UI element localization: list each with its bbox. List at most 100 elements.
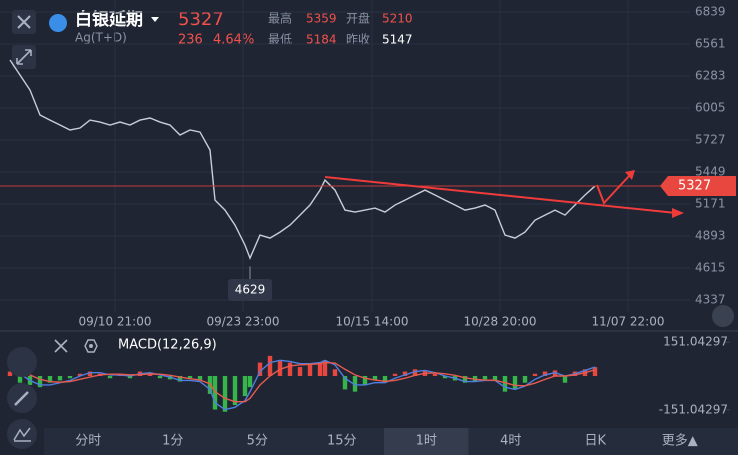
macd-bar (77, 373, 83, 376)
macd-bar (532, 373, 538, 376)
y-tick-label: -151.04297 (659, 402, 728, 416)
tab[interactable]: 15分 (327, 434, 357, 449)
close-icon (17, 15, 31, 29)
macd-bar (317, 362, 323, 376)
macd-bar (287, 362, 293, 376)
low-label: 4629 (235, 283, 266, 297)
scroll-button[interactable] (712, 305, 734, 327)
y-tick-label: 5449 (695, 165, 726, 179)
stat-value: 5359 (306, 12, 337, 26)
macd-bar (432, 373, 438, 376)
macd-bar (87, 371, 93, 376)
last-price-box (660, 176, 736, 197)
macd-bar (157, 376, 163, 379)
x-tick-label: 10/28 20:00 (464, 315, 537, 329)
indicator-title: MACD(12,26,9) (118, 338, 217, 353)
trend-arrow (672, 208, 684, 218)
stat-label: 开盘 (346, 11, 370, 26)
settings-icon[interactable] (84, 339, 98, 353)
x-tick-label: 11/07 22:00 (592, 315, 665, 329)
y-tick-label: 6561 (695, 36, 726, 50)
close-indicator[interactable] (54, 339, 68, 353)
tool-button[interactable] (7, 347, 37, 377)
tab[interactable]: 日K (584, 434, 606, 449)
macd-bar (187, 376, 193, 379)
settings-dot (89, 344, 93, 348)
change-pct: 4.64% (213, 33, 254, 48)
macd-bar (277, 360, 283, 376)
macd-bar (542, 371, 548, 376)
macd-bar (57, 376, 63, 381)
stat-label: 最高 (268, 11, 292, 26)
macd-bar (332, 369, 338, 376)
macd-bar (212, 376, 218, 410)
symbol: Ag(T+D) (75, 31, 127, 45)
macd-bar (307, 364, 313, 376)
low-box (228, 279, 272, 301)
macd-bar (492, 376, 498, 381)
tab[interactable]: 1时 (416, 434, 437, 449)
macd-bar (7, 371, 13, 376)
macd-bar (402, 371, 408, 376)
macd-bar (247, 376, 253, 388)
stat-value: 5147 (382, 33, 413, 47)
y-tick-label: 4893 (695, 229, 726, 243)
stat-value: 5184 (306, 33, 337, 47)
chart-layer: 4337 4615 4893 5171 5449 5727 6005 6283 6561 6839… (0, 0, 736, 416)
macd-bar (392, 373, 398, 376)
last-price-label: 5327 (678, 179, 711, 194)
logo (49, 14, 67, 32)
dropdown-arrow[interactable] (151, 17, 159, 22)
macd-bar (127, 376, 133, 379)
x-tick-label: 09/10 21:00 (79, 315, 152, 329)
macd-bar (37, 376, 43, 388)
change: 236 (178, 33, 203, 48)
trend-arrow (625, 170, 635, 180)
price: 5327 (178, 9, 224, 30)
tab[interactable]: 1分 (162, 434, 183, 449)
macd-bar (512, 376, 518, 390)
macd-bar (412, 369, 418, 376)
stat-value: 5210 (382, 12, 413, 26)
y-tick-label: 5727 (695, 133, 726, 147)
x-tick-label: 10/15 14:00 (336, 315, 409, 329)
stat-label: 最低 (268, 33, 292, 47)
macd-bar (257, 362, 263, 376)
macd-bar (362, 376, 368, 385)
macd-bar (107, 376, 113, 379)
tab[interactable]: 分时 (75, 434, 101, 449)
y-tick-label: 6283 (695, 68, 726, 82)
macd-bar (482, 376, 488, 380)
trend-arrow (596, 174, 631, 205)
macd-bar (17, 376, 23, 383)
macd-bar (522, 376, 528, 383)
macd-bar (47, 376, 53, 383)
tab[interactable]: 更多▲ (662, 433, 698, 449)
tab-selected (384, 428, 469, 455)
macd-bar (342, 376, 348, 390)
macd-bar (297, 367, 303, 376)
macd-bar (382, 376, 388, 383)
macd-bar (352, 376, 358, 392)
y-tick-label: 4615 (695, 261, 726, 275)
macd-bar (197, 376, 203, 381)
macd-bar (592, 367, 598, 376)
trend-line (324, 176, 677, 214)
macd-bar (502, 376, 508, 392)
y-tick-label: 5171 (695, 197, 726, 211)
title: 白银延期 (75, 9, 143, 30)
macd-bar (462, 376, 468, 383)
y-tick-label: 4337 (695, 293, 726, 307)
y-tick-label: 6839 (695, 4, 726, 18)
expand-icon (16, 49, 32, 65)
macd-bar (67, 376, 73, 379)
macd-bar (322, 360, 328, 376)
macd-bar (562, 376, 568, 383)
macd-bar (442, 376, 448, 379)
tab[interactable]: 5分 (247, 434, 268, 449)
tab[interactable]: 4时 (500, 434, 521, 449)
stat-label: 昨收 (346, 33, 370, 47)
price-line (9, 59, 596, 260)
y-tick-label: 6005 (695, 100, 726, 114)
